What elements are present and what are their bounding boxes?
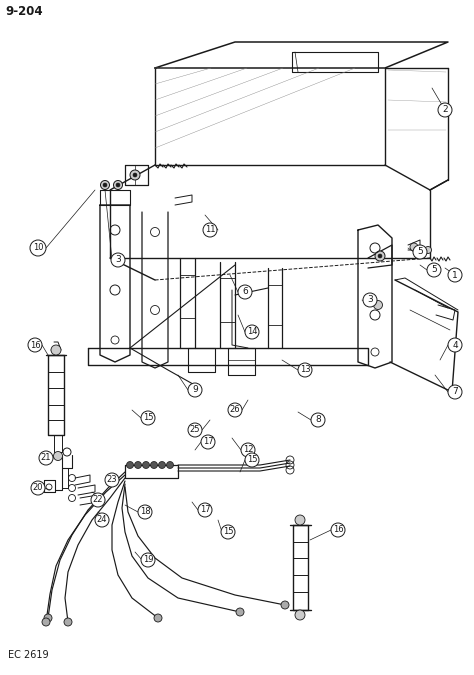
Text: 17: 17: [203, 437, 213, 446]
Circle shape: [425, 246, 431, 254]
Circle shape: [331, 523, 345, 537]
Text: 15: 15: [247, 456, 257, 464]
Circle shape: [31, 481, 45, 495]
Text: 9: 9: [192, 385, 198, 394]
Text: 25: 25: [190, 425, 200, 435]
Circle shape: [410, 243, 418, 251]
Text: 5: 5: [431, 265, 437, 275]
Text: 24: 24: [97, 516, 107, 524]
Circle shape: [448, 385, 462, 399]
Circle shape: [413, 245, 427, 259]
Circle shape: [143, 462, 149, 468]
Circle shape: [130, 170, 140, 180]
Circle shape: [375, 251, 385, 261]
Circle shape: [95, 513, 109, 527]
Circle shape: [298, 363, 312, 377]
Text: 9-204: 9-204: [5, 5, 43, 18]
Circle shape: [91, 493, 105, 507]
Circle shape: [448, 268, 462, 282]
Text: 6: 6: [242, 288, 248, 296]
Circle shape: [158, 462, 165, 468]
Circle shape: [42, 618, 50, 626]
Circle shape: [64, 618, 72, 626]
Circle shape: [103, 183, 107, 187]
Circle shape: [448, 338, 462, 352]
Circle shape: [221, 525, 235, 539]
Circle shape: [116, 183, 120, 187]
Text: 14: 14: [247, 327, 257, 337]
Text: 23: 23: [107, 475, 117, 485]
Text: 18: 18: [140, 508, 150, 516]
Text: 19: 19: [143, 556, 153, 564]
Circle shape: [236, 608, 244, 616]
Text: 4: 4: [452, 340, 458, 350]
Circle shape: [138, 505, 152, 519]
Text: 15: 15: [223, 527, 233, 537]
Text: 16: 16: [30, 340, 40, 350]
Circle shape: [281, 601, 289, 609]
Circle shape: [100, 180, 109, 190]
Circle shape: [295, 610, 305, 620]
Circle shape: [188, 423, 202, 437]
Circle shape: [105, 473, 119, 487]
Circle shape: [51, 345, 61, 355]
Circle shape: [245, 453, 259, 467]
Text: 3: 3: [367, 296, 373, 304]
Circle shape: [135, 462, 142, 468]
Circle shape: [111, 253, 125, 267]
Text: 12: 12: [243, 446, 253, 454]
Circle shape: [166, 462, 173, 468]
Circle shape: [113, 180, 122, 190]
Circle shape: [374, 300, 383, 310]
Circle shape: [127, 462, 134, 468]
Circle shape: [54, 452, 63, 460]
Circle shape: [203, 223, 217, 237]
Circle shape: [151, 462, 157, 468]
Circle shape: [30, 240, 46, 256]
Circle shape: [188, 383, 202, 397]
Circle shape: [295, 515, 305, 525]
Circle shape: [133, 173, 137, 177]
Text: EC 2619: EC 2619: [8, 650, 49, 660]
Circle shape: [44, 614, 52, 622]
Circle shape: [245, 325, 259, 339]
Text: 3: 3: [115, 256, 121, 265]
Circle shape: [141, 553, 155, 567]
Text: 17: 17: [200, 506, 210, 514]
Text: 1: 1: [452, 271, 458, 279]
Text: 20: 20: [33, 483, 43, 493]
Circle shape: [241, 443, 255, 457]
Circle shape: [438, 103, 452, 117]
Text: 21: 21: [41, 454, 51, 462]
Circle shape: [141, 411, 155, 425]
Text: 22: 22: [93, 495, 103, 504]
Text: 11: 11: [205, 225, 215, 234]
Text: 16: 16: [333, 526, 343, 535]
Text: 2: 2: [442, 105, 448, 115]
Text: 5: 5: [417, 248, 423, 256]
Text: 26: 26: [230, 406, 240, 414]
Circle shape: [201, 435, 215, 449]
Text: 7: 7: [452, 387, 458, 396]
Text: 8: 8: [315, 416, 321, 425]
Circle shape: [378, 254, 382, 258]
Circle shape: [238, 285, 252, 299]
Circle shape: [154, 614, 162, 622]
Circle shape: [363, 293, 377, 307]
Circle shape: [198, 503, 212, 517]
Circle shape: [228, 403, 242, 417]
Circle shape: [311, 413, 325, 427]
Circle shape: [427, 263, 441, 277]
Text: 15: 15: [143, 414, 153, 423]
Circle shape: [39, 451, 53, 465]
Text: 10: 10: [33, 244, 43, 252]
Text: 13: 13: [300, 365, 310, 375]
Circle shape: [28, 338, 42, 352]
